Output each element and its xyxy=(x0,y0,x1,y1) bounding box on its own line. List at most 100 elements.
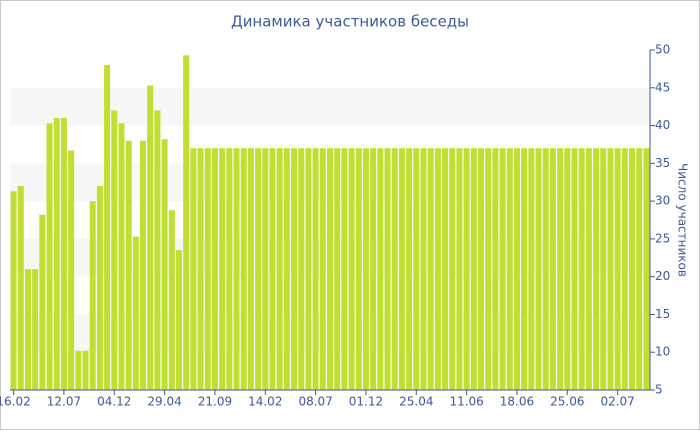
x-tick-label: 25.04 xyxy=(399,395,433,409)
bar xyxy=(513,148,520,390)
bar xyxy=(140,140,147,390)
x-tick-label: 18.06 xyxy=(500,395,534,409)
bar xyxy=(549,148,556,390)
bar xyxy=(298,148,305,390)
bar xyxy=(506,148,513,390)
bar xyxy=(434,148,441,390)
bar xyxy=(398,148,405,390)
bar xyxy=(593,148,600,390)
bar xyxy=(557,148,564,390)
bar xyxy=(283,148,290,390)
bar xyxy=(10,191,17,390)
bar xyxy=(226,148,233,390)
bar xyxy=(60,118,67,390)
y-tick-label: 40 xyxy=(655,118,670,132)
y-tick-label: 30 xyxy=(655,194,670,208)
bar xyxy=(319,148,326,390)
bar xyxy=(111,110,118,390)
bar xyxy=(175,250,183,390)
bar xyxy=(104,65,111,390)
y-tick-label: 35 xyxy=(655,156,670,170)
bar xyxy=(255,148,262,390)
bar xyxy=(161,139,168,390)
x-tick-label: 25.06 xyxy=(550,395,584,409)
bar xyxy=(492,148,499,390)
chart-title: Динамика участников беседы xyxy=(231,13,469,31)
x-tick-label: 02.07 xyxy=(600,395,634,409)
bar xyxy=(96,186,103,390)
x-tick-label: 01.12 xyxy=(349,395,383,409)
bar xyxy=(413,148,420,390)
y-tick-label: 10 xyxy=(655,345,670,359)
bar xyxy=(32,269,39,390)
bar xyxy=(477,148,485,390)
bar xyxy=(377,148,384,390)
bar xyxy=(190,148,197,390)
bar xyxy=(183,55,190,391)
bar xyxy=(269,148,276,390)
bar xyxy=(24,269,31,390)
bar xyxy=(147,85,154,390)
bar xyxy=(39,214,46,390)
bar xyxy=(211,148,218,390)
bar xyxy=(449,148,456,390)
bar xyxy=(276,148,283,390)
bar xyxy=(535,148,542,390)
bar xyxy=(341,148,348,390)
bar xyxy=(571,148,578,390)
bar xyxy=(456,148,463,390)
bar xyxy=(600,148,607,390)
bar xyxy=(355,148,362,390)
y-tick-label: 5 xyxy=(655,383,663,397)
x-tick-label: 04.12 xyxy=(97,395,131,409)
bar xyxy=(362,148,369,390)
x-tick-label: 14.02 xyxy=(248,395,282,409)
bar xyxy=(132,236,139,390)
bar xyxy=(643,148,650,390)
bar xyxy=(585,148,592,390)
bar xyxy=(528,148,535,390)
bar xyxy=(463,148,470,390)
bar xyxy=(564,148,571,390)
bar xyxy=(521,148,528,390)
bar xyxy=(420,148,427,390)
y-tick-label: 15 xyxy=(655,307,670,321)
bar xyxy=(578,148,585,390)
x-tick-label: 29.04 xyxy=(147,395,181,409)
bar xyxy=(46,123,53,391)
bar xyxy=(621,148,628,390)
bar xyxy=(219,148,226,390)
bar xyxy=(542,148,549,390)
bar xyxy=(118,123,125,391)
bar xyxy=(427,148,434,390)
bar xyxy=(334,148,341,390)
x-tick-label: 11.06 xyxy=(449,395,483,409)
bar xyxy=(204,148,211,390)
bar xyxy=(391,148,398,390)
bar xyxy=(614,148,621,390)
bar xyxy=(53,118,60,390)
bar xyxy=(499,148,506,390)
bar xyxy=(485,148,492,390)
bar xyxy=(262,148,269,390)
bar xyxy=(233,148,240,390)
bar xyxy=(240,148,247,390)
x-tick-label: 08.07 xyxy=(298,395,332,409)
bar xyxy=(442,148,449,390)
bar xyxy=(305,148,312,390)
bar xyxy=(629,148,636,390)
bar xyxy=(17,186,24,390)
y-tick-label: 25 xyxy=(655,231,670,245)
y-tick-label: 20 xyxy=(655,269,670,283)
bar xyxy=(291,148,298,390)
x-tick-label: 21.09 xyxy=(198,395,232,409)
bar xyxy=(326,148,334,390)
bar xyxy=(348,148,355,390)
x-tick-label: 12.07 xyxy=(47,395,81,409)
bar xyxy=(89,201,96,390)
bar xyxy=(470,148,477,390)
x-tick-label: 16.02 xyxy=(0,395,31,409)
bar xyxy=(607,148,614,390)
bar xyxy=(636,148,643,390)
